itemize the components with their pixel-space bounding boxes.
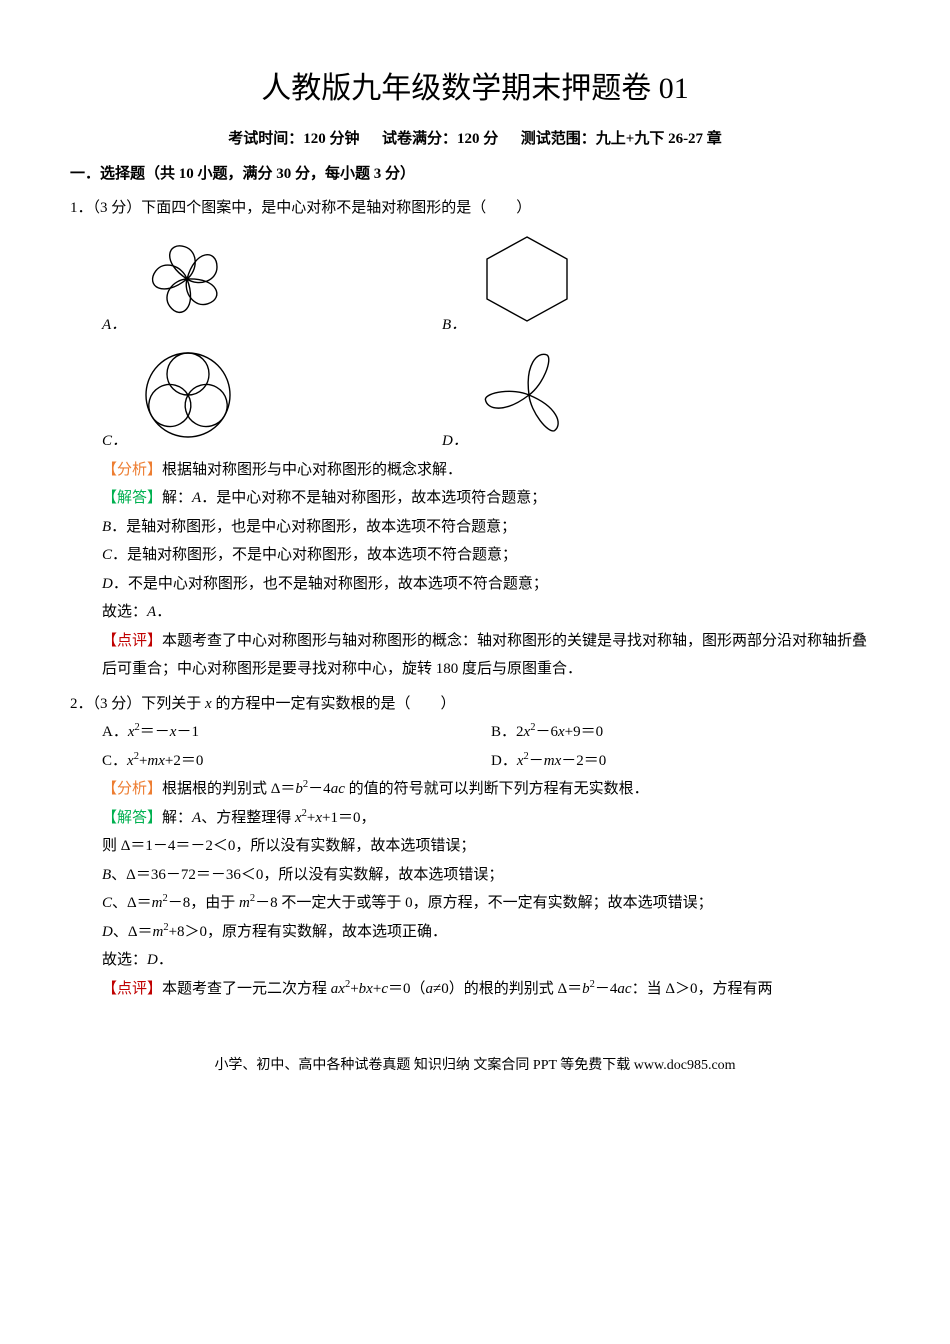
q2-optC-pre: C． — [102, 753, 127, 769]
q2-ans-c: C、Δ＝m2－8，由于 m2－8 不一定大于或等于 0，原方程，不一定有实数解；… — [70, 889, 880, 918]
section-1-head: 一．选择题（共 10 小题，满分 30 分，每小题 3 分） — [70, 160, 880, 189]
q1-stem: 1．（3 分）下面四个图案中，是中心对称不是轴对称图形的是（ ） — [70, 194, 880, 223]
q2-option-b: B．2x2－6x+9＝0 — [491, 718, 880, 747]
scope-label: 测试范围： — [521, 131, 596, 147]
q2-conclude: 故选：D． — [70, 946, 880, 975]
comment-label: 【点评】 — [102, 981, 162, 997]
q2-ans-a2: 则 Δ＝1－4＝－2＜0，所以没有实数解，故本选项错误； — [70, 832, 880, 861]
q1-options-row2: C． D． — [70, 345, 880, 456]
q2-opts-row1: A．x2＝－x－1 B．2x2－6x+9＝0 — [70, 718, 880, 747]
q2-stem-suf: 的方程中一定有实数根的是（ ） — [212, 696, 456, 712]
q1-ans-intro: 解： — [162, 490, 192, 506]
answer-label: 【解答】 — [102, 490, 162, 506]
exam-meta: 考试时间：120 分钟 试卷满分：120 分 测试范围：九上+九下 26-27 … — [70, 125, 880, 154]
q1-ansC-text: ．是轴对称图形，不是中心对称图形，故本选项不符合题意； — [112, 547, 517, 563]
answer-label: 【解答】 — [102, 810, 162, 826]
full-label: 试卷满分： — [382, 131, 457, 147]
scope-value: 九上+九下 26-27 章 — [596, 131, 722, 147]
q2-stem-pre: 2．（3 分）下列关于 — [70, 696, 205, 712]
q1-optD-label: D． — [442, 427, 468, 456]
time-label: 考试时间： — [228, 131, 303, 147]
q1-option-d: D． — [442, 345, 782, 456]
full-value: 120 分 — [457, 131, 498, 147]
q1-option-a: A． — [102, 229, 442, 340]
pinwheel-icon — [132, 229, 242, 340]
q1-analysis-text: 根据轴对称图形与中心对称图形的概念求解． — [162, 462, 462, 478]
q2-option-a: A．x2＝－x－1 — [102, 718, 491, 747]
q1-answer-d: D．不是中心对称图形，也不是轴对称图形，故本选项不符合题意； — [70, 570, 880, 599]
q2-optD-pre: D． — [491, 753, 517, 769]
q1-option-b: B． — [442, 229, 782, 340]
q1-answer-c: C．是轴对称图形，不是中心对称图形，故本选项不符合题意； — [70, 541, 880, 570]
page-footer: 小学、初中、高中各种试卷真题 知识归纳 文案合同 PPT 等免费下载 www.d… — [70, 1053, 880, 1080]
q1-options-row1: A． B． — [70, 229, 880, 340]
q2-opts-row2: C．x2+mx+2＝0 D．x2－mx－2＝0 — [70, 747, 880, 776]
q1-ansB-text: ．是轴对称图形，也是中心对称图形，故本选项不符合题意； — [111, 519, 516, 535]
q2-analysis: 【分析】根据根的判别式 Δ＝b2－4ac 的值的符号就可以判断下列方程有无实数根… — [70, 775, 880, 804]
time-value: 120 分钟 — [303, 131, 359, 147]
q2-optA-pre: A． — [102, 724, 128, 740]
q2-optB-pre: B． — [491, 724, 516, 740]
comment-label: 【点评】 — [102, 633, 162, 649]
q2-var: x — [205, 696, 212, 712]
q1-comment: 【点评】本题考查了中心对称图形与轴对称图形的概念：轴对称图形的关键是寻找对称轴，… — [70, 627, 880, 684]
q1-ansD-text: ．不是中心对称图形，也不是轴对称图形，故本选项不符合题意； — [113, 576, 548, 592]
q1-option-c: C． — [102, 345, 442, 456]
q1-answer-b: B．是轴对称图形，也是中心对称图形，故本选项不符合题意； — [70, 513, 880, 542]
trefoil-icon — [133, 345, 243, 456]
q2-stem: 2．（3 分）下列关于 x 的方程中一定有实数根的是（ ） — [70, 690, 880, 719]
q1-optB-label: B． — [442, 311, 466, 340]
q1-optA-label: A． — [102, 311, 126, 340]
analysis-label: 【分析】 — [102, 462, 162, 478]
q2-option-c: C．x2+mx+2＝0 — [102, 747, 491, 776]
q1-answer-a: 【解答】解：A．是中心对称不是轴对称图形，故本选项符合题意； — [70, 484, 880, 513]
q1-analysis: 【分析】根据轴对称图形与中心对称图形的概念求解． — [70, 456, 880, 485]
q2-ans-d: D、Δ＝m2+8＞0，原方程有实数解，故本选项正确． — [70, 918, 880, 947]
q1-optC-label: C． — [102, 427, 127, 456]
page-title: 人教版九年级数学期末押题卷 01 — [70, 60, 880, 117]
q2-ans-a: 【解答】解：A、方程整理得 x2+x+1＝0， — [70, 804, 880, 833]
hexagon-icon — [472, 229, 582, 340]
q1-ansA: ．是中心对称不是轴对称图形，故本选项符合题意； — [201, 490, 546, 506]
q2-ans-b: B、Δ＝36－72＝－36＜0，所以没有实数解，故本选项错误； — [70, 861, 880, 890]
analysis-label: 【分析】 — [102, 781, 162, 797]
propeller-icon — [474, 345, 584, 456]
q1-comment-text: 本题考查了中心对称图形与轴对称图形的概念：轴对称图形的关键是寻找对称轴，图形两部… — [102, 633, 867, 678]
q1-conclude: 故选：A． — [70, 598, 880, 627]
q2-option-d: D．x2－mx－2＝0 — [491, 747, 880, 776]
q2-comment: 【点评】本题考查了一元二次方程 ax2+bx+c＝0（a≠0）的根的判别式 Δ＝… — [70, 975, 880, 1004]
